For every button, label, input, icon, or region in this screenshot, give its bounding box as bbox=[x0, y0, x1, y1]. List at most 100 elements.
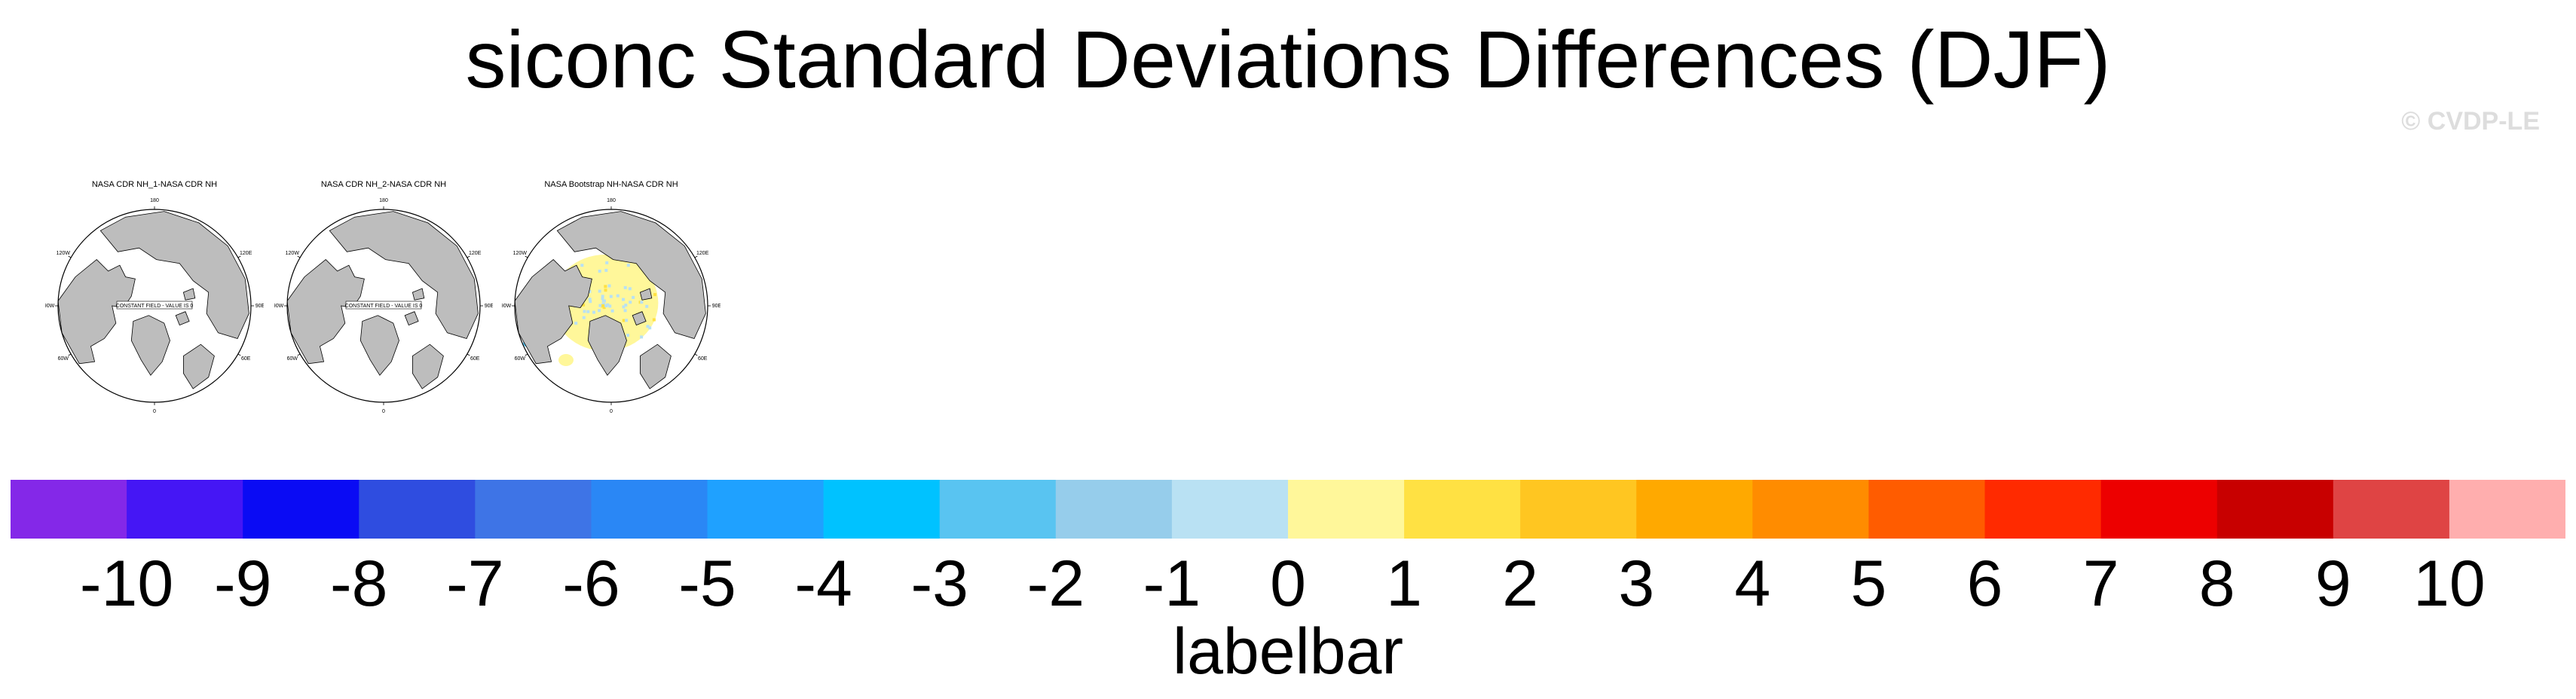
field-speckle bbox=[586, 310, 590, 313]
lon-label: 60E bbox=[470, 356, 480, 362]
colorbar-tick-label: -7 bbox=[446, 548, 504, 620]
field-speckle bbox=[598, 270, 601, 273]
field-speckle bbox=[629, 301, 632, 304]
colorbar-tick-label: 7 bbox=[2082, 548, 2119, 620]
lon-tick bbox=[467, 353, 470, 356]
colorbar-swatch bbox=[1984, 480, 2102, 539]
field-speckle bbox=[604, 304, 608, 307]
constant-field-box bbox=[116, 301, 193, 310]
colorbar-tick-label: -2 bbox=[1026, 548, 1085, 620]
field-speckle bbox=[589, 300, 592, 304]
colorbar-tick-label: -9 bbox=[213, 548, 272, 620]
lon-label: 180 bbox=[607, 198, 616, 203]
field-speckle bbox=[604, 288, 607, 292]
colorbar-swatch bbox=[707, 480, 825, 539]
field-speckle bbox=[646, 325, 650, 328]
panel-title: NASA CDR NH_2-NASA CDR NH bbox=[320, 180, 447, 189]
lon-tick bbox=[525, 353, 528, 356]
lon-label: 90W bbox=[274, 304, 284, 309]
land-mass bbox=[411, 288, 425, 301]
polar-map: 180 120E 60E 0 60W 120W 90E 90W CONSTANT FIELD -… bbox=[274, 198, 493, 414]
field-speckle bbox=[622, 319, 626, 322]
land-mass bbox=[515, 259, 592, 365]
field-speckle bbox=[601, 297, 604, 301]
constant-field-box bbox=[345, 301, 422, 310]
lon-label: 90E bbox=[255, 304, 264, 309]
lon-tick bbox=[68, 255, 72, 258]
field-speckle bbox=[582, 303, 586, 307]
lon-label: 60E bbox=[698, 356, 708, 362]
lon-label: 120E bbox=[469, 251, 482, 256]
field-speckle bbox=[582, 316, 586, 319]
field-speckle bbox=[574, 322, 578, 325]
field-speckle bbox=[623, 309, 627, 313]
field-speckle bbox=[607, 284, 611, 288]
colorbar-tick-label: 5 bbox=[1850, 548, 1887, 620]
colorbar-swatch bbox=[2449, 480, 2565, 539]
map-panel: NASA CDR NH_2-NASA CDR NH 180 120E 60E 0 60W 1… bbox=[274, 179, 493, 417]
field-speckle bbox=[626, 264, 630, 267]
field-speckle bbox=[610, 309, 614, 313]
field-speckle bbox=[601, 299, 605, 303]
colorbar-swatch bbox=[1055, 480, 1173, 539]
lon-tick bbox=[297, 255, 301, 258]
field-speckle bbox=[622, 298, 625, 301]
colorbar-tick-label: 2 bbox=[1502, 548, 1539, 620]
colorbar-swatch bbox=[591, 480, 708, 539]
field-speckle bbox=[602, 306, 606, 310]
colorbar-tick-label: 6 bbox=[1966, 548, 2003, 620]
lon-label: 60W bbox=[287, 356, 298, 362]
colorbar-swatch bbox=[1288, 480, 1405, 539]
colorbar-swatch bbox=[939, 480, 1057, 539]
lon-tick bbox=[237, 353, 241, 356]
field-speckle bbox=[616, 294, 620, 298]
colorbar-swatch bbox=[823, 480, 941, 539]
colorbar-swatch bbox=[11, 480, 127, 539]
lon-label: 180 bbox=[379, 198, 388, 203]
field-speckle bbox=[645, 304, 649, 308]
land-mass bbox=[183, 343, 215, 389]
land-mass bbox=[412, 343, 444, 389]
colorbar-swatch bbox=[475, 480, 592, 539]
lon-label: 90W bbox=[502, 304, 512, 309]
colorbar-swatch bbox=[1868, 480, 1986, 539]
land-mass bbox=[639, 288, 653, 301]
map-panel: NASA Bootstrap NH-NASA CDR NH 180 120E 60E 0… bbox=[502, 179, 720, 417]
lon-label: 60E bbox=[241, 356, 251, 362]
field-speckle bbox=[625, 319, 629, 322]
field-speckle bbox=[640, 335, 644, 339]
field-speckle bbox=[598, 309, 601, 313]
lon-label: 90E bbox=[712, 304, 720, 309]
colorbar-tick-label: -8 bbox=[330, 548, 388, 620]
colorbar-swatch bbox=[127, 480, 243, 539]
land-mass bbox=[640, 343, 672, 389]
colorbar-swatch bbox=[243, 480, 359, 539]
polar-map: 180 120E 60E 0 60W 120W 90E 90W bbox=[502, 198, 720, 414]
lon-label: 120W bbox=[57, 251, 71, 256]
colorbar-title: labelbar bbox=[1173, 615, 1403, 688]
field-speckle bbox=[652, 318, 656, 322]
land-mass bbox=[556, 211, 706, 339]
colorbar-tick-label: -6 bbox=[562, 548, 620, 620]
land-mass bbox=[99, 211, 249, 339]
field-speckle bbox=[628, 287, 632, 291]
colorbar-tick-label: 0 bbox=[1270, 548, 1306, 620]
land-mass bbox=[175, 311, 190, 326]
colorbar-tick-label: 1 bbox=[1386, 548, 1422, 620]
lon-label: 120W bbox=[286, 251, 300, 256]
field-speckle bbox=[588, 290, 592, 293]
lon-label: 0 bbox=[610, 409, 613, 414]
colorbar-tick-label: -10 bbox=[79, 548, 174, 620]
colorbar bbox=[11, 480, 2565, 539]
colorbar-tick-label: -1 bbox=[1143, 548, 1201, 620]
land-mass bbox=[587, 315, 627, 376]
colorbar-tick-label: 4 bbox=[1734, 548, 1771, 620]
field-speckle bbox=[598, 304, 602, 307]
field-speckle bbox=[588, 298, 592, 301]
land-mass bbox=[329, 211, 479, 339]
land-mass bbox=[404, 311, 419, 326]
constant-field-note: CONSTANT FIELD - VALUE IS 0 bbox=[345, 304, 423, 309]
field-speckle bbox=[601, 304, 605, 307]
field-speckle bbox=[623, 285, 627, 289]
lon-tick bbox=[525, 255, 528, 258]
